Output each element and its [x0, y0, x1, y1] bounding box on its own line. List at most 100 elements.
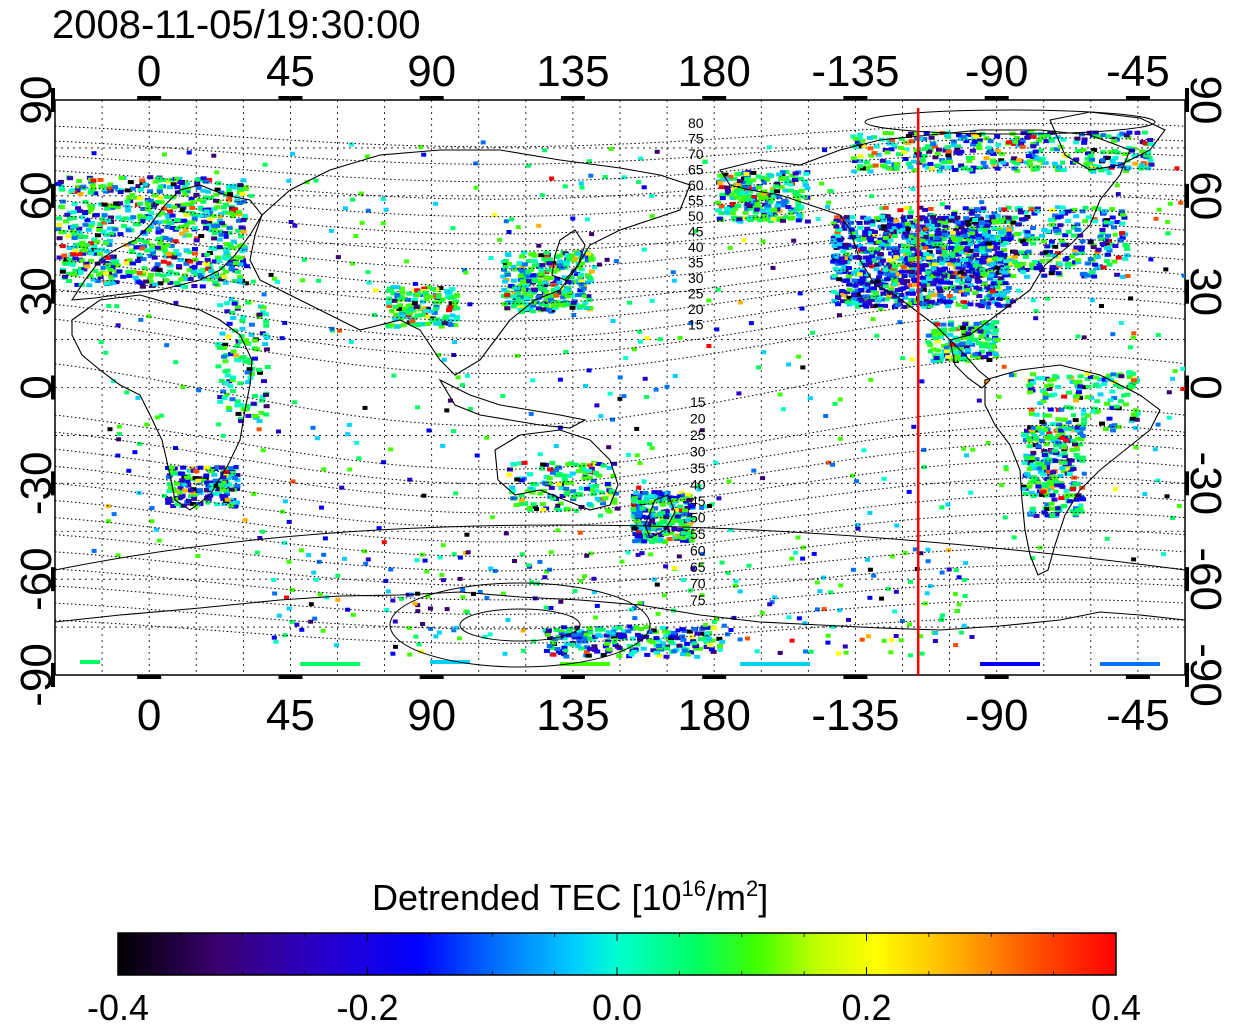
tec-sample — [1028, 411, 1035, 416]
tec-sample — [141, 266, 148, 271]
tec-sample — [373, 288, 379, 293]
tec-sample — [1035, 484, 1042, 489]
tec-sample — [715, 208, 722, 213]
tec-sample — [865, 299, 872, 304]
tec-sample — [213, 483, 220, 488]
tec-sample — [438, 324, 445, 329]
tec-sample — [1026, 467, 1032, 472]
tec-sample — [936, 169, 943, 174]
tec-sample — [891, 294, 898, 299]
tec-sample — [1059, 466, 1066, 471]
tec-sample — [883, 239, 890, 244]
tec-sample — [803, 171, 810, 176]
tec-sample — [80, 184, 87, 189]
tec-sample — [92, 269, 99, 273]
tec-sample — [631, 510, 638, 515]
tec-sample — [187, 259, 194, 264]
tec-sample — [974, 213, 981, 218]
tec-sample — [635, 513, 642, 518]
tec-sample — [135, 259, 142, 263]
tec-sample — [70, 215, 77, 220]
tec-sample — [212, 478, 219, 483]
tec-sample — [242, 214, 248, 218]
tec-sample — [992, 240, 998, 245]
tec-sample — [190, 269, 197, 274]
tec-sample — [520, 648, 526, 653]
tec-sample — [215, 487, 222, 492]
tec-sample — [552, 637, 559, 642]
tec-sample — [760, 476, 766, 481]
tec-sample — [147, 175, 154, 180]
tec-sample — [592, 647, 599, 652]
tec-sample — [1106, 248, 1113, 253]
tec-sample — [962, 578, 968, 582]
tec-sample — [1145, 166, 1152, 171]
tec-sample — [117, 188, 124, 192]
tec-sample — [471, 591, 476, 596]
tec-sample — [189, 205, 196, 210]
tec-sample — [184, 202, 191, 207]
tec-sample — [717, 181, 724, 185]
tec-sample — [1137, 166, 1144, 171]
tec-sample — [1072, 442, 1078, 447]
tec-sample — [1129, 384, 1136, 389]
tec-sample — [753, 216, 760, 221]
tec-sample — [630, 507, 637, 512]
tec-sample — [1126, 130, 1133, 135]
tec-sample — [1112, 156, 1119, 161]
tec-sample — [129, 193, 136, 197]
tec-sample — [155, 236, 162, 241]
tec-sample — [77, 191, 84, 196]
tec-sample — [93, 248, 100, 253]
tec-sample — [543, 275, 550, 280]
tec-sample — [1062, 211, 1068, 216]
tec-sample — [186, 268, 193, 273]
tec-sample — [836, 227, 843, 232]
tec-sample — [681, 512, 688, 517]
tec-sample — [879, 242, 886, 247]
tec-sample — [1029, 241, 1036, 246]
tec-sample — [1095, 206, 1102, 211]
tec-sample — [383, 207, 389, 212]
tec-sample — [987, 244, 994, 249]
tec-sample — [182, 184, 188, 189]
tec-sample — [532, 596, 538, 601]
tec-sample — [1039, 376, 1046, 381]
tec-sample — [642, 520, 649, 525]
tec-sample — [637, 461, 643, 466]
tec-sample — [1037, 158, 1044, 163]
tec-sample — [600, 463, 607, 468]
tec-sample — [100, 265, 106, 270]
tec-sample — [282, 499, 288, 504]
tec-sample — [236, 278, 243, 283]
tec-sample — [205, 266, 212, 271]
tec-sample — [762, 217, 768, 222]
tec-sample — [891, 246, 898, 251]
tec-sample — [164, 224, 171, 229]
tec-sample — [1077, 384, 1084, 389]
tec-sample — [182, 488, 189, 493]
tec-sample — [959, 280, 965, 285]
tec-sample — [84, 218, 91, 223]
tec-sample — [1039, 419, 1046, 424]
tec-sample — [306, 553, 312, 558]
tec-sample — [138, 317, 144, 322]
tec-sample — [858, 278, 865, 283]
tec-sample — [947, 240, 954, 244]
tec-sample — [1061, 454, 1068, 459]
tec-sample — [1006, 140, 1012, 145]
tec-sample — [837, 436, 843, 441]
tec-sample — [1028, 464, 1035, 469]
tec-sample — [226, 184, 232, 188]
tec-sample — [759, 175, 766, 180]
tec-sample — [908, 579, 913, 584]
tec-sample — [649, 446, 655, 451]
tec-sample — [634, 534, 641, 539]
tec-sample — [1065, 461, 1072, 466]
tec-sample — [966, 254, 973, 258]
tec-sample — [954, 245, 961, 250]
tec-sample — [514, 477, 521, 482]
tec-sample — [166, 261, 172, 266]
tec-sample — [531, 276, 538, 281]
tec-sample — [561, 645, 568, 650]
